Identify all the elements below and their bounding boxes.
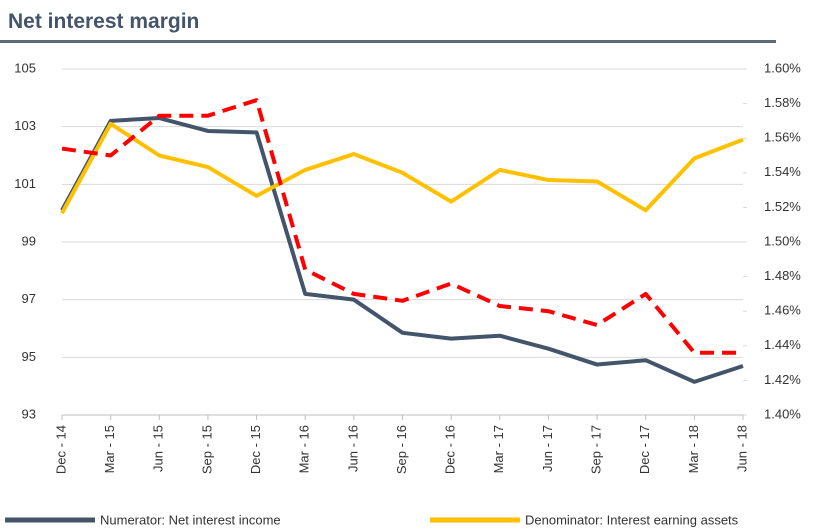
y2-tick-label: 1.52% xyxy=(764,199,801,214)
series-line xyxy=(60,121,744,215)
y2-tick-label: 1.60% xyxy=(764,60,801,75)
y2-tick-label: 1.42% xyxy=(764,372,801,387)
y-tick-label: 95 xyxy=(22,349,36,364)
y2-tick-label: 1.58% xyxy=(764,95,801,110)
y2-tick-label: 1.46% xyxy=(764,303,801,318)
x-tick-label: Dec - 15 xyxy=(248,425,263,474)
x-tick-label: Sep - 17 xyxy=(589,425,604,474)
y2-tick-label: 1.44% xyxy=(764,337,801,352)
x-tick-label: Mar - 16 xyxy=(297,425,312,473)
x-tick-label: Dec - 17 xyxy=(637,425,652,474)
x-tick-label: Dec - 16 xyxy=(443,425,458,474)
x-tick-label: Mar - 15 xyxy=(102,425,117,473)
y-tick-label: 97 xyxy=(22,291,36,306)
y-tick-label: 105 xyxy=(14,60,36,75)
x-tick-label: Jun - 17 xyxy=(540,425,555,472)
y-tick-label: 93 xyxy=(22,406,36,421)
x-tick-label: Jun - 15 xyxy=(151,425,166,472)
y-tick-label: 103 xyxy=(14,118,36,133)
title-rule xyxy=(0,40,776,43)
y2-tick-label: 1.48% xyxy=(764,268,801,283)
x-tick-label: Jun - 16 xyxy=(345,425,360,472)
x-tick-label: Mar - 17 xyxy=(491,425,506,473)
x-tick-label: Dec - 14 xyxy=(53,425,68,474)
y-tick-label: 101 xyxy=(14,176,36,191)
x-tick-label: Sep - 15 xyxy=(199,425,214,474)
series-line xyxy=(61,98,743,355)
y2-tick-label: 1.54% xyxy=(764,164,801,179)
y2-tick-label: 1.50% xyxy=(764,233,801,248)
y-tick-label: 99 xyxy=(22,233,36,248)
x-tick-label: Sep - 16 xyxy=(394,425,409,474)
chart-title: Net interest margin xyxy=(8,10,200,33)
y2-tick-label: 1.40% xyxy=(764,406,801,421)
x-tick-label: Jun - 18 xyxy=(734,425,749,472)
x-tick-label: Mar - 18 xyxy=(686,425,701,473)
y2-tick-label: 1.56% xyxy=(764,130,801,145)
series-line xyxy=(60,116,744,384)
legend-label: Denominator: Interest earning assets xyxy=(525,512,739,527)
legend-label: Numerator: Net interest income xyxy=(100,512,281,527)
